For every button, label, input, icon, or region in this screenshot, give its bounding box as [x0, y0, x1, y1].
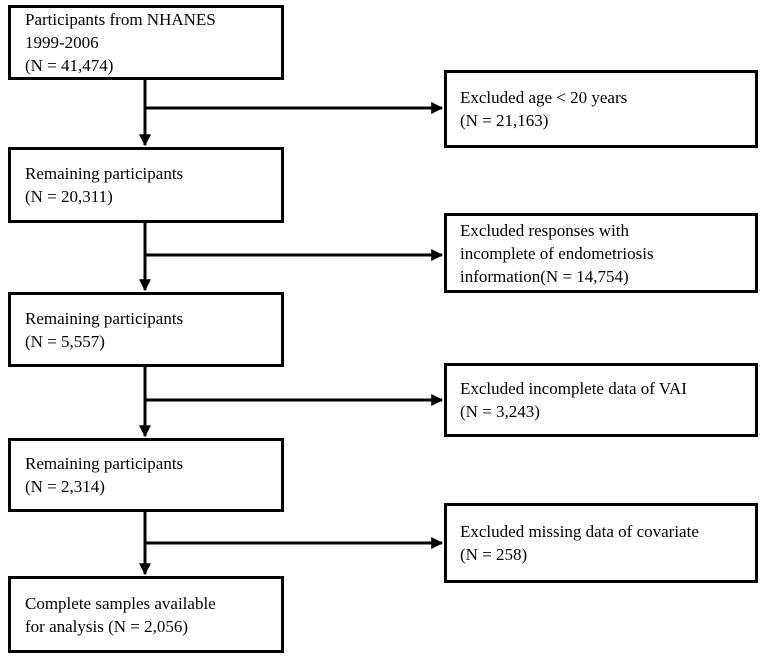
box-text-line: Excluded age < 20 years — [460, 88, 628, 107]
box-text-line: Excluded missing data of covariate — [460, 522, 699, 541]
box-text-line: incomplete of endometriosis — [460, 243, 654, 263]
box-text-line: (N = 5,557) — [25, 331, 105, 351]
box-text-line: Participants from NHANES — [25, 10, 216, 29]
box-text-line: (N = 41,474) — [25, 56, 114, 75]
box-text-line: Excluded incomplete data of VAI — [460, 379, 687, 398]
box-text-line: (N = 258) — [460, 545, 528, 564]
box-text-line: for analysis (N = 2,056) — [25, 616, 189, 636]
box-text-line: (N = 3,243) — [460, 402, 540, 421]
box-excluded-age: Excluded age < 20 years (N = 21,163) — [444, 70, 758, 148]
box-participants-source: Participants from NHANES 1999-2006 (N = … — [8, 5, 284, 80]
box-text-line: Remaining participants — [25, 454, 184, 473]
box-text-line: (N = 21,163) — [460, 111, 549, 130]
box-text-line: Remaining participants — [25, 164, 184, 183]
box-text-line: (N = 20,311) — [25, 187, 113, 206]
box-excluded-endometriosis-info: Excluded responses with incomplete of en… — [444, 213, 758, 293]
box-remaining-after-age: Remaining participants (N = 20,311) — [8, 147, 284, 223]
box-final-analysis-sample: Complete samples available for analysis … — [8, 576, 284, 653]
box-text-line: information(N = 14,754) — [460, 266, 629, 286]
box-remaining-after-endometriosis: Remaining participants (N = 5,557) — [8, 292, 284, 367]
box-text-line: 1999-2006 — [25, 33, 99, 52]
box-excluded-covariate-data: Excluded missing data of covariate (N = … — [444, 503, 758, 583]
box-text-line: Excluded responses with — [460, 220, 630, 240]
box-text-line: Complete samples available — [25, 593, 216, 613]
box-excluded-vai-data: Excluded incomplete data of VAI (N = 3,2… — [444, 363, 758, 437]
box-text-line: (N = 2,314) — [25, 477, 105, 496]
box-remaining-after-vai: Remaining participants (N = 2,314) — [8, 438, 284, 512]
box-text-line: Remaining participants — [25, 308, 184, 328]
